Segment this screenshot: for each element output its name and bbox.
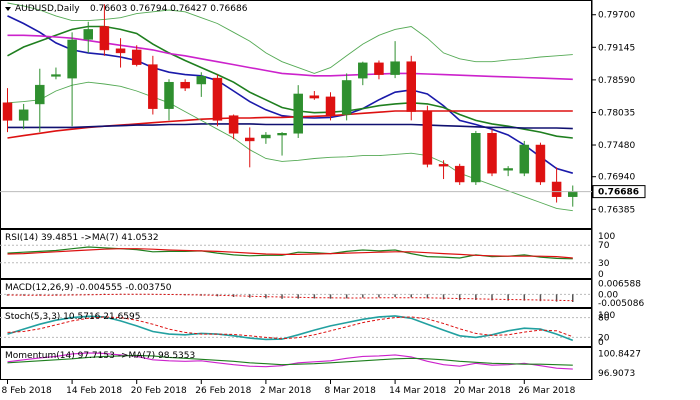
indicator-title: Stoch(5,3,3) 10.5716 21.6595 [5,312,140,322]
y-tick-label: 0.76385 [598,205,635,215]
candle-body [212,77,223,121]
candle-body [51,74,61,77]
y-tick-label: 0.79700 [598,11,635,21]
x-tick-label: 20 Feb 2018 [131,386,187,396]
candle-body [196,76,207,85]
candle-body [471,133,481,183]
candle-body [277,133,287,136]
candle-body [245,137,255,142]
current-price-label: 0.76686 [598,188,639,198]
candle-body [568,191,578,197]
x-tick-label: 14 Mar 2018 [389,386,446,396]
x-tick-label: 8 Mar 2018 [325,386,377,396]
y-tick-label: 0.77480 [598,141,635,151]
x-tick-label: 20 Mar 2018 [454,386,511,396]
candle-body [374,62,384,75]
y-tick-label: 0.79145 [598,43,635,53]
candle-body [18,109,29,121]
y-tick-label: -0.005086 [598,299,644,309]
y-tick-label: 0 [598,270,604,280]
candle-body [487,133,497,174]
candle-body [535,144,546,183]
candle-body [325,96,336,116]
y-tick-label: 0.76940 [598,173,635,183]
indicator-title: MACD(12,26,9) -0.004555 -0.003750 [5,283,172,293]
candle-body [99,26,110,51]
candle-body [180,81,190,89]
candle-body [406,61,416,112]
collapse-arrow-icon [5,7,11,11]
candle-body [438,164,449,167]
rsi-line-0 [7,246,573,260]
y-tick-label: 100 [598,311,615,321]
x-tick-label: 8 Feb 2018 [2,386,53,396]
y-tick-label: 0 [598,338,604,348]
candle-body [2,102,13,121]
y-tick-label: 70 [598,241,610,251]
candle-body [67,39,77,79]
candle-body [309,95,320,99]
candle-body [261,134,271,139]
candle-body [503,168,513,171]
y-tick-label: 0.78590 [598,76,635,86]
candle-body [422,111,433,165]
y-tick-label: 80 [598,314,610,324]
ma-line-ma_navy [7,123,573,130]
candle-body [358,62,368,79]
x-tick-label: 26 Mar 2018 [518,386,575,396]
chart-title: AUDUSD,Daily [15,4,80,14]
rsi-line-1 [7,248,573,259]
y-tick-label: 20 [598,333,610,343]
candle-body [341,80,352,115]
x-tick-label: 14 Feb 2018 [66,386,122,396]
candle-body [131,49,142,65]
macd-signal-line [7,293,573,302]
y-tick-label: 96.9073 [598,369,635,379]
y-tick-label: 100 [598,232,615,242]
candle-body [115,48,126,54]
candle-body [454,165,465,183]
indicator-title: Momentum(14) 97.7153 ->MA(7) 98.5353 [5,351,195,361]
candle-body [83,29,93,40]
y-tick-label: 0.006588 [598,279,641,289]
indicator-title: RSI(14) 39.4851 ->MA(7) 41.0532 [5,233,159,243]
y-tick-label: 0.00 [598,290,618,300]
y-tick-label: 0.78035 [598,108,635,118]
ohlc-readout: 0.76603 0.76794 0.76427 0.76686 [90,4,248,14]
ma-line-bb [7,2,573,74]
candle-body [164,81,174,109]
candle-body [390,61,400,75]
stoch-d-line [7,316,573,340]
momentum-line-1 [7,354,573,366]
x-tick-label: 2 Mar 2018 [260,386,312,396]
candle-body [551,181,562,197]
candle-body [293,93,303,134]
x-tick-label: 26 Feb 2018 [195,386,251,396]
candle-body [148,64,158,109]
candle-body [519,144,530,174]
y-tick-label: 30 [598,259,610,269]
ma-line-ma_magenta [7,34,573,81]
candle-body [35,84,45,105]
candle-body [228,115,239,134]
current-price-box [592,185,646,199]
y-tick-label: 100.8427 [598,350,641,360]
